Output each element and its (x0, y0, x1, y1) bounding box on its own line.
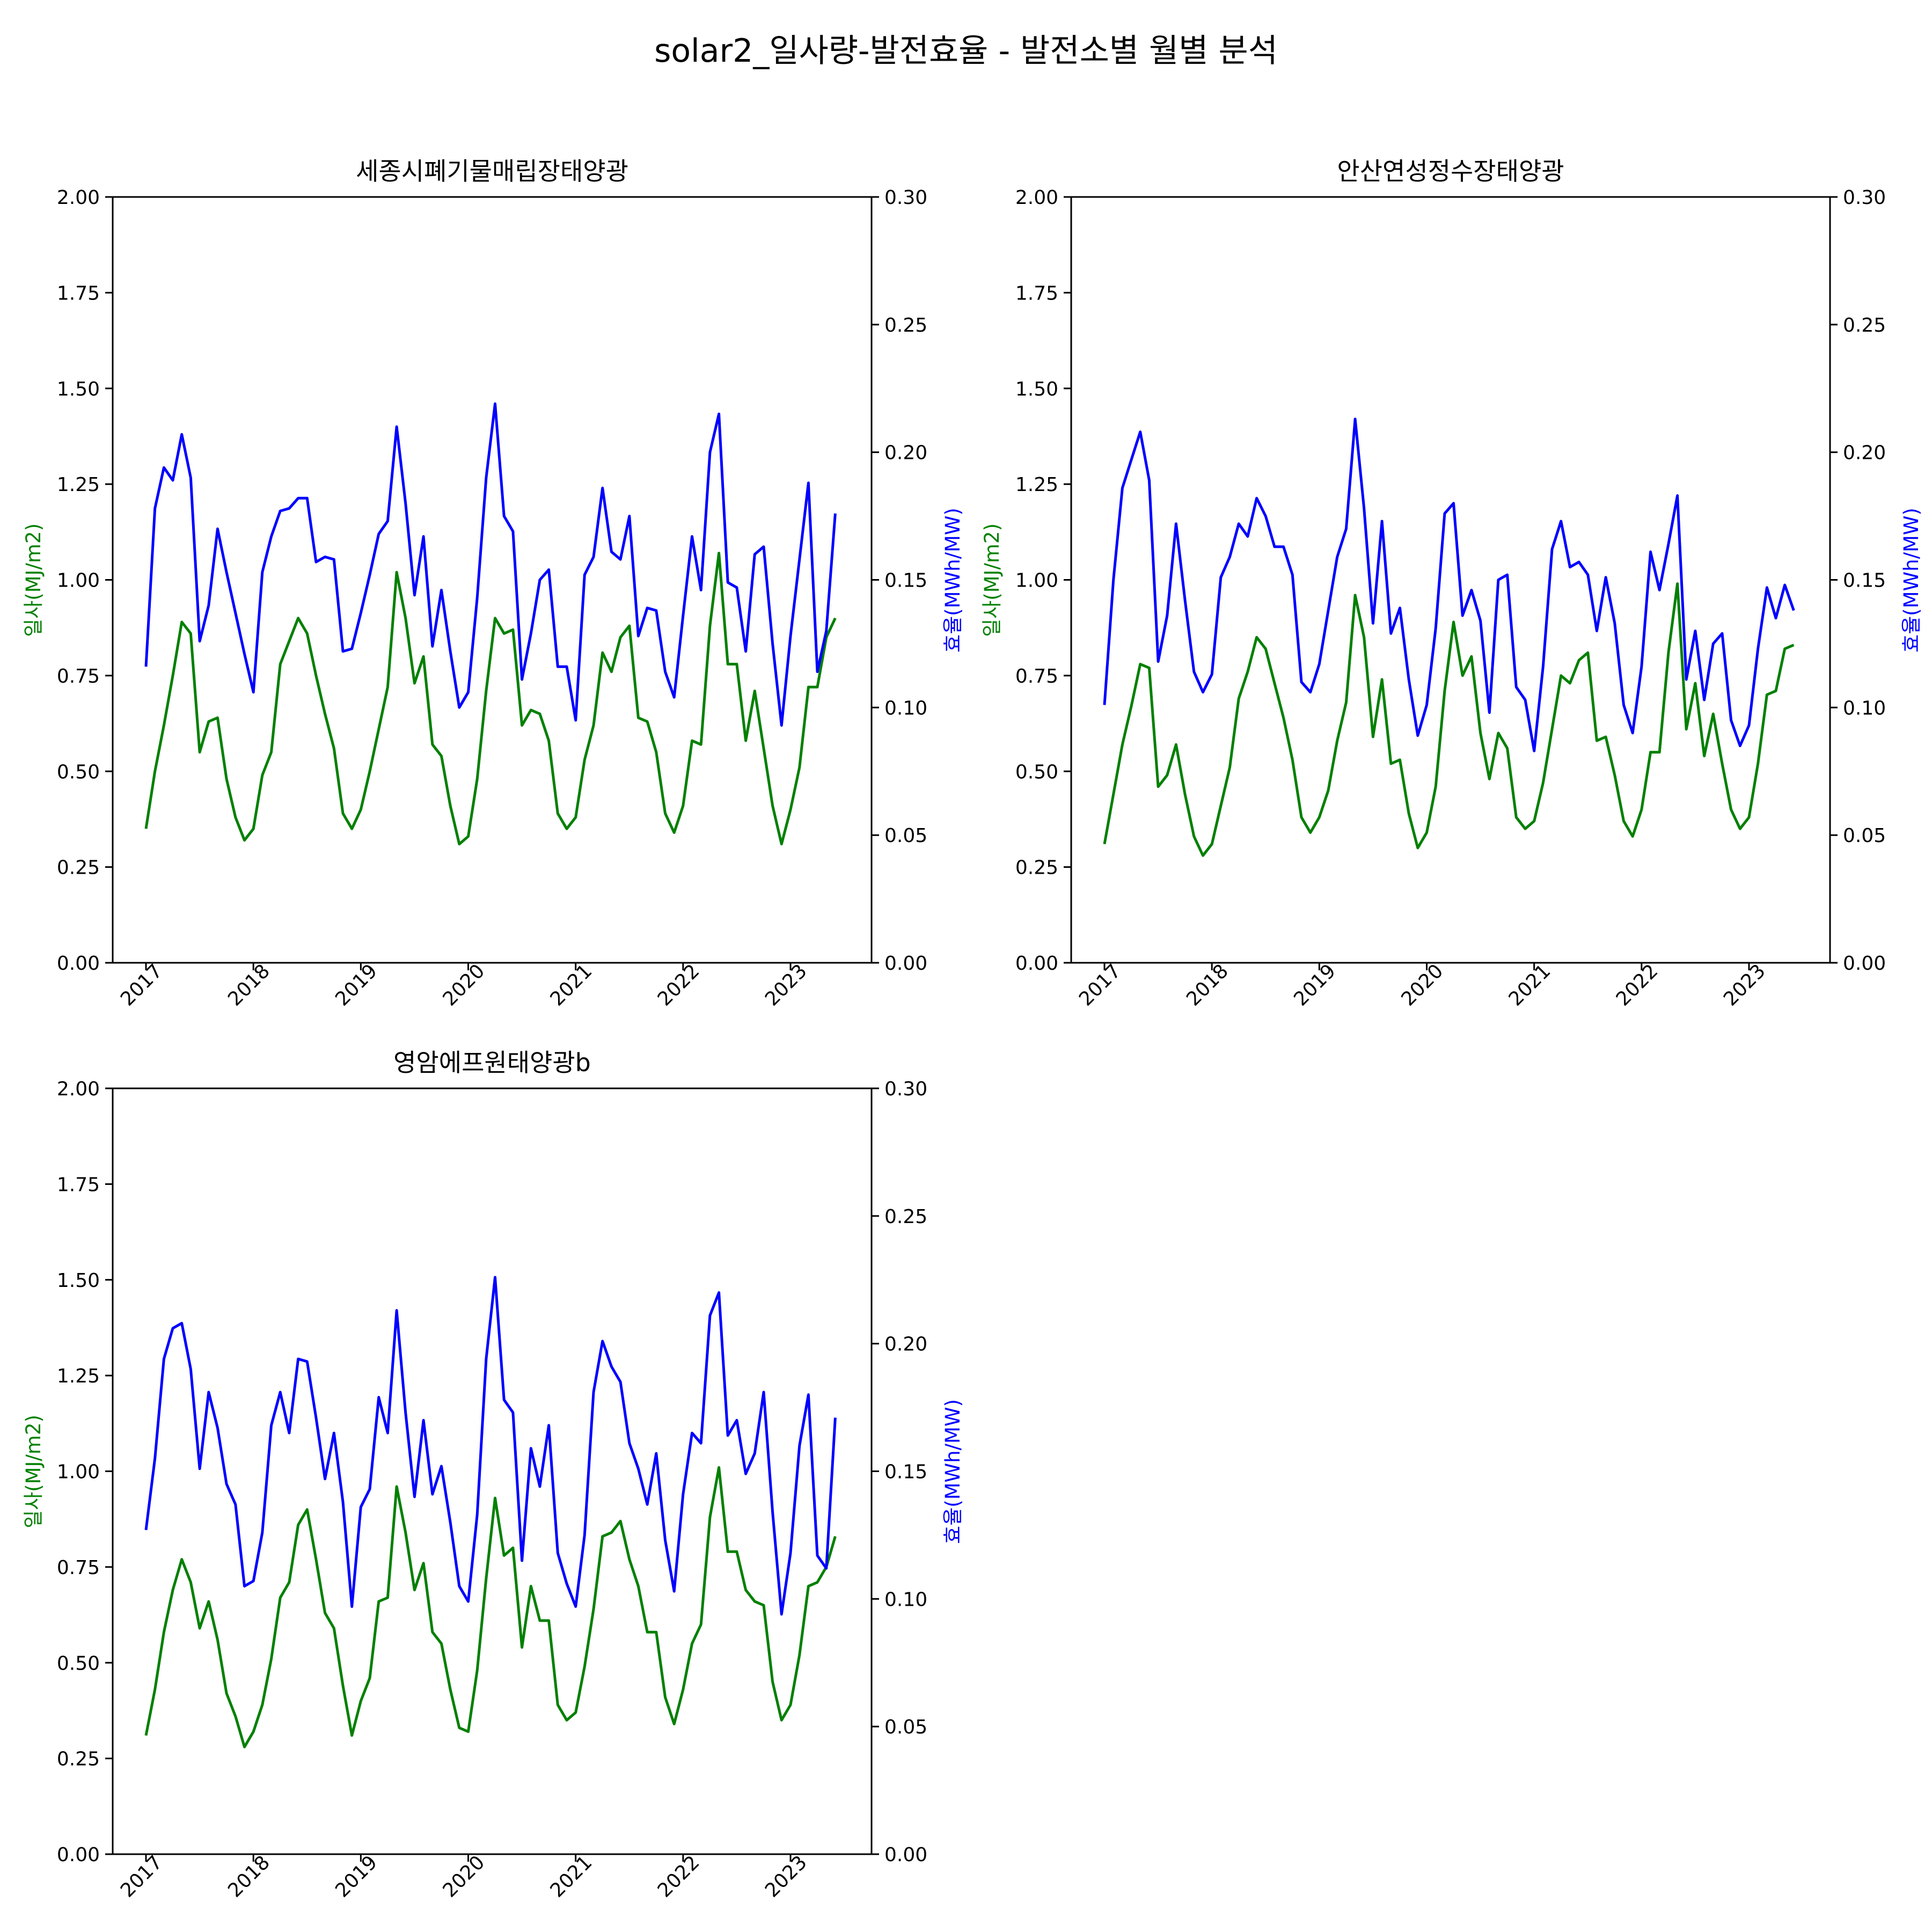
subplot-title: 영암에프원태양광b (393, 1048, 591, 1077)
x-tick-label: 2017 (1075, 960, 1125, 1011)
right-tick-label: 0.20 (884, 1334, 927, 1356)
right-tick-label: 0.25 (884, 1206, 927, 1228)
x-tick-label: 2019 (331, 1851, 382, 1902)
subplot-1: 세종시폐기물매립장태양광 일사(MJ/m2) 효율(MWh/MW) 0.000.… (22, 157, 964, 1011)
x-tick-label: 2022 (654, 1851, 704, 1902)
right-tick-label: 0.25 (1843, 314, 1886, 336)
axes-frame (112, 1087, 873, 1855)
x-tick-label: 2020 (438, 1851, 489, 1902)
plot-area: 0.00 0.25 0.50 0.75 1.00 1.25 1.50 1.75 2.00 0.00… (1015, 187, 1886, 1011)
right-tick-label: 0.15 (884, 570, 927, 592)
subplot-title: 안산연성정수장태양광 (1337, 157, 1564, 186)
right-tick-label: 0.00 (1843, 953, 1886, 975)
x-tick-label: 2017 (116, 960, 167, 1011)
axes-frame (112, 196, 873, 964)
irradiance-line (1103, 582, 1795, 857)
left-tick-label: 2.00 (1015, 187, 1058, 209)
subplot-2: 안산연성정수장태양광 일사(MJ/m2) 효율(MWh/MW) 0.00 0.25… (980, 157, 1923, 1011)
left-tick-label: 1.75 (1015, 282, 1058, 304)
right-tick-label: 0.05 (1843, 825, 1886, 847)
right-tick-label: 0.10 (884, 1589, 927, 1611)
plot-area: 0.00 0.25 0.50 0.75 1.00 1.25 1.50 1.75 2.00 0.00… (57, 187, 927, 1011)
x-tick-label: 2018 (224, 960, 274, 1011)
left-tick-label: 1.25 (1015, 474, 1058, 496)
left-tick-label: 2.00 (57, 187, 100, 209)
right-tick-label: 0.20 (884, 442, 927, 464)
left-tick-label: 0.25 (1015, 857, 1058, 879)
irradiance-line (144, 1466, 837, 1748)
left-tick-label: 0.00 (1015, 953, 1058, 975)
left-tick-label: 1.00 (1015, 570, 1058, 592)
left-tick-label: 1.75 (57, 1174, 100, 1196)
x-tick-label: 2021 (1505, 960, 1555, 1011)
right-tick-label: 0.00 (884, 1844, 927, 1866)
x-tick-label: 2019 (1290, 960, 1340, 1011)
x-tick-label: 2017 (116, 1851, 167, 1902)
irradiance-line (144, 552, 837, 846)
left-tick-label: 0.75 (57, 1557, 100, 1579)
x-tick-label: 2018 (224, 1851, 274, 1902)
x-tick-label: 2021 (546, 1851, 597, 1902)
left-tick-label: 0.00 (57, 953, 100, 975)
left-tick-label: 0.25 (57, 857, 100, 879)
left-tick-label: 1.25 (57, 1365, 100, 1387)
left-tick-label: 0.50 (1015, 761, 1058, 783)
right-tick-label: 0.05 (884, 1716, 927, 1738)
right-tick-label: 0.15 (1843, 570, 1886, 592)
x-tick-label: 2019 (331, 960, 382, 1011)
left-tick-label: 0.00 (57, 1844, 100, 1866)
right-tick-label: 0.10 (1843, 697, 1886, 719)
left-axis-label: 일사(MJ/m2) (980, 523, 1004, 637)
left-tick-label: 1.50 (57, 378, 100, 400)
right-tick-label: 0.20 (1843, 442, 1886, 464)
right-tick-label: 0.25 (884, 314, 927, 336)
x-tick-label: 2023 (1719, 960, 1770, 1011)
right-tick-label: 0.05 (884, 825, 927, 847)
x-tick-label: 2021 (546, 960, 597, 1011)
efficiency-line (144, 1276, 837, 1616)
subplot-title: 세종시폐기물매립장태양광 (356, 157, 628, 186)
right-tick-label: 0.15 (884, 1461, 927, 1483)
left-tick-label: 0.25 (57, 1748, 100, 1770)
plot-area: 0.00 0.25 0.50 0.75 1.00 1.25 1.50 1.75 2.00 0.00… (57, 1078, 927, 1902)
left-tick-label: 0.75 (1015, 665, 1058, 687)
subplot-3: 영암에프원태양광b 일사(MJ/m2) 효율(MWh/MW) 0.000.250… (22, 1048, 964, 1902)
left-tick-label: 1.50 (1015, 378, 1058, 400)
right-axis-label: 효율(MWh/MW) (1900, 508, 1923, 653)
figure-title: solar2_일사량-발전효율 - 발전소별 월별 분석 (654, 32, 1278, 70)
left-tick-label: 1.75 (57, 282, 100, 304)
left-tick-label: 1.50 (57, 1270, 100, 1292)
left-tick-label: 0.50 (57, 1652, 100, 1674)
left-tick-label: 1.25 (57, 474, 100, 496)
left-axis-label: 일사(MJ/m2) (22, 1415, 45, 1528)
left-tick-label: 0.75 (57, 665, 100, 687)
right-tick-label: 0.30 (884, 1078, 927, 1100)
efficiency-line (1103, 418, 1795, 752)
right-axis-label: 효율(MWh/MW) (941, 1399, 964, 1544)
left-tick-label: 1.00 (57, 1461, 100, 1483)
right-tick-label: 0.30 (884, 187, 927, 209)
efficiency-line (144, 402, 837, 727)
right-tick-label: 0.10 (884, 697, 927, 719)
right-axis-label: 효율(MWh/MW) (941, 508, 964, 653)
x-tick-label: 2020 (1397, 960, 1447, 1011)
right-tick-label: 0.00 (884, 953, 927, 975)
x-tick-label: 2023 (761, 960, 811, 1011)
right-tick-label: 0.30 (1843, 187, 1886, 209)
left-tick-label: 2.00 (57, 1078, 100, 1100)
x-tick-label: 2018 (1182, 960, 1233, 1011)
x-tick-label: 2022 (654, 960, 704, 1011)
left-tick-label: 0.50 (57, 761, 100, 783)
left-axis-label: 일사(MJ/m2) (22, 523, 45, 637)
x-tick-label: 2023 (761, 1851, 811, 1902)
x-tick-label: 2020 (438, 960, 489, 1011)
x-tick-label: 2022 (1612, 960, 1663, 1011)
left-tick-label: 1.00 (57, 570, 100, 592)
axes-frame (1070, 196, 1831, 964)
